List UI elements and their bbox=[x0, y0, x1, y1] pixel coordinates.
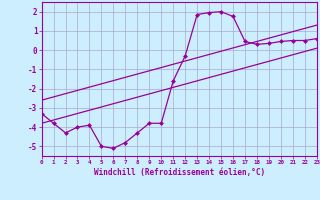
X-axis label: Windchill (Refroidissement éolien,°C): Windchill (Refroidissement éolien,°C) bbox=[94, 168, 265, 177]
